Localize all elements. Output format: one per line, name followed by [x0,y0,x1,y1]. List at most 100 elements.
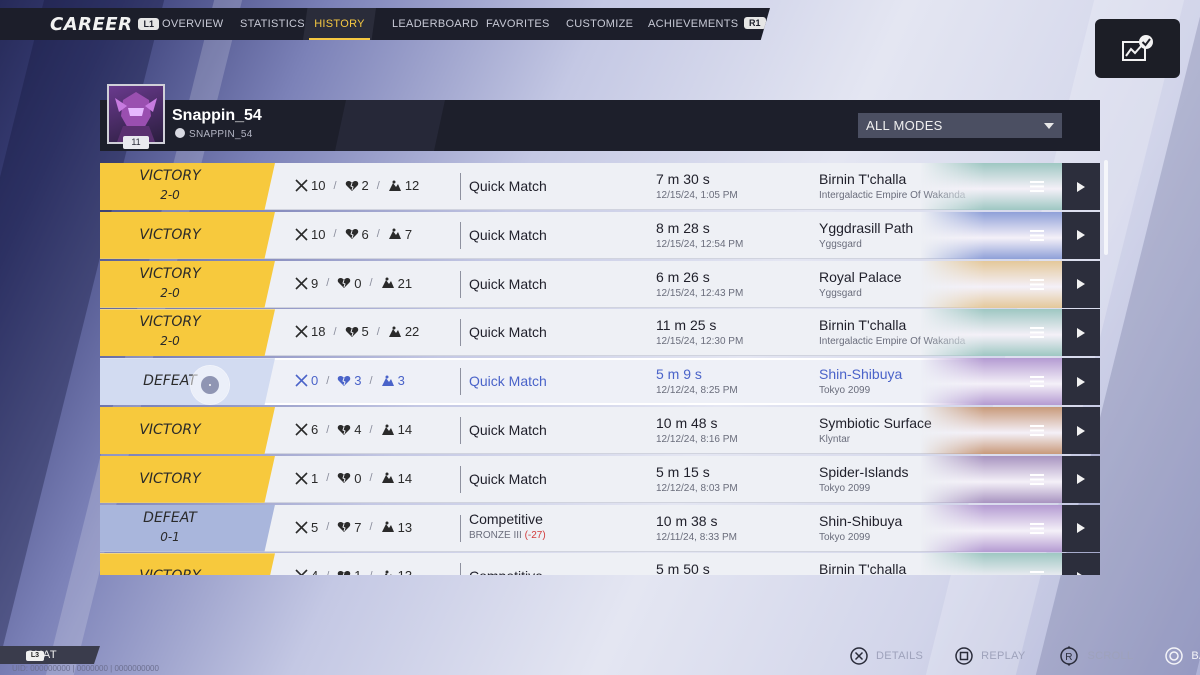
chart-check-icon [1121,34,1153,61]
result-score: 2-0 [160,285,180,300]
result-label: VICTORY [139,265,201,282]
deaths-value: 5 [361,324,369,340]
deaths-value: 1 [354,568,361,575]
replay-play-button[interactable] [1062,260,1100,308]
replay-play-button[interactable] [1062,407,1100,454]
map-name: Shin-Shibuya [819,512,903,529]
game-mode: Quick Match [469,422,547,438]
result-label: DEFEAT [143,373,197,390]
deaths-value: 0 [354,470,362,486]
menu-icon[interactable] [1030,278,1044,290]
replay-play-button[interactable] [1062,211,1100,259]
match-row[interactable]: VICTORY 4/1/13 Competitive 5 m 50 s Birnin T… [100,553,1100,575]
replay-play-button[interactable] [1062,358,1100,406]
scrollbar[interactable] [1104,160,1108,255]
replay-play-button[interactable] [1062,553,1100,575]
l3-button-hint: L3 [26,651,44,661]
tab-leaderboard[interactable]: LEADERBOARD [392,18,479,30]
uid-line: UID: 000000000 | 0000000 | 0000000000 [12,664,159,673]
result-score: 0-1 [160,529,180,544]
kills-value: 9 [311,275,319,291]
divider [460,563,461,575]
map-region: Tokyo 2099 [819,385,871,397]
kda-stats: 5/7/13 [295,520,412,535]
menu-icon[interactable] [1030,473,1044,485]
map-region: Tokyo 2099 [819,531,871,543]
mode-filter-dropdown[interactable]: ALL MODES [858,113,1062,138]
match-duration: 5 m 15 s [656,463,710,480]
result-banner [100,455,275,503]
kda-stats: 10/6/7 [295,227,412,242]
match-row[interactable]: VICTORY 1/0/14 Quick Match 5 m 15 s 12/12/24… [100,455,1100,503]
result-banner [100,504,275,552]
menu-icon[interactable] [1030,181,1044,192]
playstation-icon [175,128,185,138]
square-button-icon [955,647,973,665]
match-row[interactable]: VICTORY 6/4/14 Quick Match 10 m 48 s 12/12/2… [100,407,1100,454]
result-banner [100,309,275,357]
replay-play-button[interactable] [1062,309,1100,357]
map-name: Symbiotic Surface [819,415,932,431]
game-mode: Quick Match [469,178,547,194]
match-history-list[interactable]: VICTORY 2-0 10/2/12 Quick Match 7 m 30 s 12/1… [100,151,1100,575]
cursor-icon [191,366,229,405]
assists-icon [388,326,401,337]
match-row[interactable]: DEFEAT 0/3/3 Quick Match 5 m 9 s 12/12/24, 8… [100,358,1100,406]
result-banner [100,407,275,454]
chevron-down-icon [1044,123,1054,129]
stats-trend-button[interactable] [1095,19,1180,78]
result-score: 2-0 [160,188,180,202]
replay-play-button[interactable] [1062,455,1100,503]
match-row[interactable]: VICTORY 2-0 10/2/12 Quick Match 7 m 30 s 12/1… [100,163,1100,210]
menu-icon[interactable] [1030,522,1044,534]
menu-icon[interactable] [1030,425,1044,436]
match-date: 12/15/24, 12:54 PM [656,238,744,250]
chat-button[interactable]: CHAT [0,646,100,664]
button-hints: DETAILS REPLAY R SCROLL BACK [850,645,1200,667]
divider [460,465,461,493]
assists-icon [381,375,394,386]
assists-value: 13 [397,519,413,535]
deaths-value: 6 [361,226,369,242]
kda-stats: 6/4/14 [295,422,412,437]
tab-favorites[interactable]: FAVORITES [486,18,550,30]
details-hint[interactable]: DETAILS [850,647,923,665]
replay-hint[interactable]: REPLAY [955,647,1025,665]
replay-play-button[interactable] [1062,163,1100,210]
assists-icon [381,277,394,289]
play-icon [1077,474,1085,485]
menu-icon[interactable] [1030,376,1044,388]
map-region: Yggsgard [819,287,862,299]
match-row[interactable]: VICTORY 10/6/7 Quick Match 8 m 28 s 12/15/24… [100,211,1100,259]
replay-play-button[interactable] [1062,504,1100,552]
play-icon [1077,523,1085,534]
result-label: VICTORY [139,314,201,331]
back-hint[interactable]: BACK [1165,647,1200,665]
assists-icon [381,472,394,484]
assists-value: 14 [397,422,413,437]
kills-icon [295,472,308,485]
map-name: Yggdrasill Path [819,219,914,236]
match-row[interactable]: DEFEAT 0-1 5/7/13 Competitive BRONZE III (-2… [100,504,1100,552]
tab-overview[interactable]: OVERVIEW [162,18,224,30]
match-duration: 8 m 28 s [656,219,710,236]
menu-icon[interactable] [1030,327,1044,339]
kda-stats: 18/5/22 [295,324,419,339]
kills-icon [295,423,308,436]
play-icon [1077,230,1085,241]
tab-statistics[interactable]: STATISTICS [240,18,305,30]
kills-icon [295,228,308,241]
menu-icon[interactable] [1030,229,1044,241]
deaths-value: 2 [361,178,369,193]
menu-icon[interactable] [1030,571,1044,575]
match-row[interactable]: VICTORY 2-0 9/0/21 Quick Match 6 m 26 s 12/15… [100,260,1100,308]
username: Snappin_54 [172,107,262,124]
tab-history[interactable]: HISTORY [303,8,376,40]
scroll-hint[interactable]: R SCROLL [1058,645,1134,667]
map-name: Birnin T'challa [819,317,907,334]
tab-customize[interactable]: CUSTOMIZE [566,18,634,30]
tab-achievements[interactable]: ACHIEVEMENTS [648,18,739,30]
deaths-icon [338,375,351,386]
match-row[interactable]: VICTORY 2-0 18/5/22 Quick Match 11 m 25 s 12/… [100,309,1100,357]
assists-value: 12 [404,178,420,193]
